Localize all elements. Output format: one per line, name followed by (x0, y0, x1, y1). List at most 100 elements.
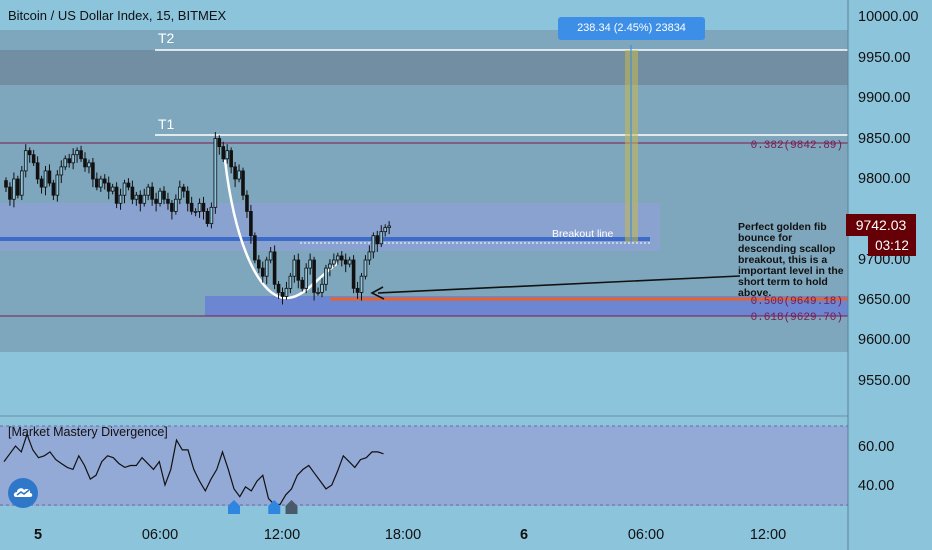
candle-body[interactable] (63, 158, 68, 168)
candle-body[interactable] (31, 154, 36, 164)
candle-body[interactable] (102, 178, 107, 184)
candle-body[interactable] (355, 287, 360, 293)
scallop-curve[interactable] (223, 159, 339, 300)
candle-body[interactable] (201, 202, 206, 212)
annotation-text[interactable]: Perfect golden fib bounce for descending… (738, 221, 844, 299)
candle-body[interactable] (110, 186, 115, 192)
candle-body[interactable] (197, 202, 202, 212)
oscillator-pane[interactable] (0, 426, 848, 506)
candle-body[interactable] (237, 170, 241, 180)
candle-body[interactable] (19, 170, 24, 196)
candle-body[interactable] (193, 210, 198, 213)
candle-body[interactable] (142, 194, 147, 204)
candle-body[interactable] (71, 154, 75, 164)
candle-body[interactable] (79, 150, 83, 160)
candle-body[interactable] (292, 259, 297, 277)
candle-body[interactable] (268, 251, 273, 261)
candle-body[interactable] (359, 275, 364, 293)
measure-label[interactable]: 238.34 (2.45%) 23834 (558, 17, 705, 40)
candle-body[interactable] (284, 287, 289, 297)
candle-body[interactable] (177, 186, 182, 200)
candle-body[interactable] (264, 259, 269, 277)
candle-body[interactable] (91, 162, 95, 180)
candle-body[interactable] (126, 182, 131, 188)
bullish-divergence-marker[interactable] (228, 500, 240, 514)
candle-body[interactable] (296, 259, 301, 281)
candle-body[interactable] (8, 186, 12, 200)
candle-body[interactable] (43, 170, 48, 188)
candle-body[interactable] (280, 291, 285, 297)
candle-body[interactable] (158, 190, 162, 204)
candle-body[interactable] (320, 283, 324, 293)
candle-body[interactable] (225, 150, 230, 160)
candle-body[interactable] (371, 235, 376, 253)
candle-body[interactable] (189, 202, 194, 212)
bullish-divergence-marker[interactable] (268, 500, 281, 514)
price-axis[interactable] (848, 0, 932, 550)
candle-body[interactable] (332, 259, 336, 265)
candle-body[interactable] (260, 267, 265, 277)
candle-body[interactable] (375, 235, 380, 245)
candle-body[interactable] (99, 178, 103, 188)
candle-body[interactable] (253, 235, 257, 261)
candle-body[interactable] (339, 255, 344, 261)
candle-body[interactable] (245, 194, 249, 212)
candle-body[interactable] (55, 174, 60, 196)
candle-body[interactable] (47, 170, 52, 184)
candle-body[interactable] (387, 225, 391, 228)
candle-body[interactable] (276, 283, 281, 293)
candle-body[interactable] (379, 231, 384, 245)
candle-body[interactable] (87, 162, 91, 168)
candle-body[interactable] (221, 146, 226, 160)
candle-body[interactable] (335, 255, 340, 261)
candle-body[interactable] (170, 202, 174, 212)
candle-body[interactable] (241, 170, 245, 196)
candle-body[interactable] (114, 186, 119, 204)
candle-body[interactable] (324, 267, 328, 285)
candle-body[interactable] (150, 186, 154, 200)
tradingview-logo[interactable] (8, 478, 38, 508)
candle-body[interactable] (217, 138, 222, 148)
candle-body[interactable] (256, 259, 261, 269)
candle-body[interactable] (383, 227, 387, 233)
oscillator-group[interactable] (3, 432, 384, 514)
candle-body[interactable] (213, 138, 218, 208)
candle-body[interactable] (351, 259, 356, 289)
candle-body[interactable] (233, 166, 237, 180)
candle-body[interactable] (12, 178, 16, 200)
candle-body[interactable] (312, 259, 316, 293)
candle-body[interactable] (363, 259, 368, 277)
candle-body[interactable] (75, 150, 79, 156)
candle-body[interactable] (130, 186, 135, 200)
candle-body[interactable] (23, 150, 28, 172)
candle-body[interactable] (367, 251, 372, 261)
candle-body[interactable] (181, 186, 186, 192)
time-axis[interactable] (0, 516, 848, 550)
candle-body[interactable] (205, 210, 210, 224)
candle-body[interactable] (185, 190, 190, 204)
candle-body[interactable] (162, 190, 166, 200)
candle-body[interactable] (146, 186, 151, 196)
candle-body[interactable] (67, 158, 72, 164)
candle-body[interactable] (288, 275, 293, 289)
candle-body[interactable] (229, 150, 233, 168)
candle-body[interactable] (166, 198, 170, 204)
bearish-divergence-marker[interactable] (285, 500, 298, 514)
candle-body[interactable] (95, 178, 99, 188)
candle-body[interactable] (106, 182, 111, 192)
candle-body[interactable] (4, 180, 8, 188)
candle-body[interactable] (308, 259, 312, 269)
candle-body[interactable] (59, 166, 64, 176)
candle-body[interactable] (35, 162, 40, 180)
candle-body[interactable] (51, 182, 56, 196)
candle-body[interactable] (39, 178, 44, 188)
candle-body[interactable] (83, 158, 87, 168)
candle-body[interactable] (249, 210, 253, 237)
candle-body[interactable] (154, 198, 158, 204)
candle-body[interactable] (347, 259, 352, 265)
candle-body[interactable] (134, 194, 139, 200)
candle-body[interactable] (316, 291, 320, 294)
candle-body[interactable] (174, 198, 178, 212)
candle-body[interactable] (27, 150, 32, 156)
